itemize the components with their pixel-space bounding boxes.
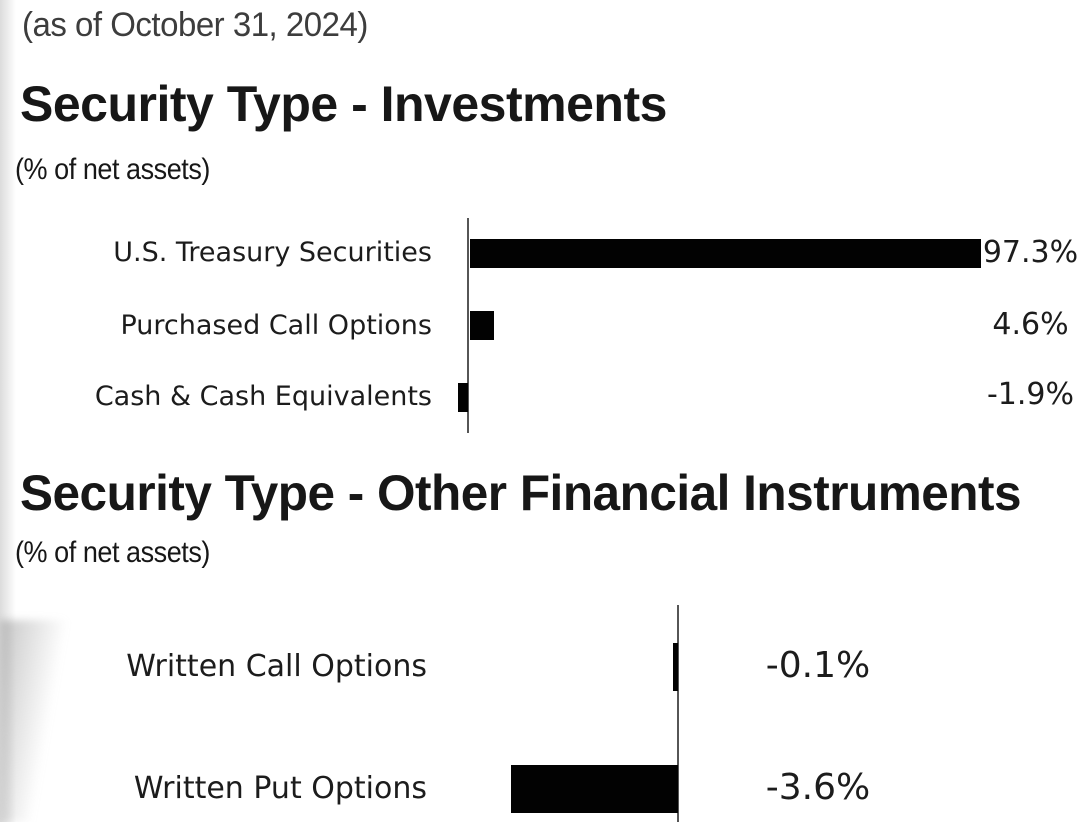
chart1-baseline-axis — [467, 218, 469, 433]
section-title-other-financial-instruments: Security Type - Other Financial Instrume… — [20, 465, 1022, 521]
category-label-written-put-options: Written Put Options — [133, 771, 427, 806]
section-subtitle-investments: (% of net assets) — [15, 153, 210, 186]
category-label-cash-cash-equivalents: Cash & Cash Equivalents — [94, 381, 432, 412]
bar-purchased-call-options — [470, 311, 495, 340]
bar-cash-cash-equivalents — [458, 383, 468, 412]
category-label-written-call-options: Written Call Options — [126, 649, 427, 684]
value-label-cash-cash-equivalents: -1.9% — [986, 377, 1075, 412]
section-title-investments: Security Type - Investments — [20, 76, 667, 132]
value-label-purchased-call-options: 4.6% — [992, 307, 1069, 342]
bar-us-treasury-securities — [470, 239, 981, 268]
value-label-written-call-options: -0.1% — [765, 645, 871, 686]
bar-written-call-options — [673, 643, 678, 691]
as-of-date: (as of October 31, 2024) — [22, 6, 368, 44]
value-label-written-put-options: -3.6% — [765, 767, 871, 808]
category-label-purchased-call-options: Purchased Call Options — [120, 310, 433, 341]
category-label-us-treasury-securities: U.S. Treasury Securities — [113, 237, 432, 268]
section-subtitle-other-financial-instruments: (% of net assets) — [15, 536, 210, 569]
bar-written-put-options — [510, 765, 678, 813]
chart2-baseline-axis — [677, 605, 679, 822]
value-label-us-treasury-securities: 97.3% — [982, 235, 1079, 270]
